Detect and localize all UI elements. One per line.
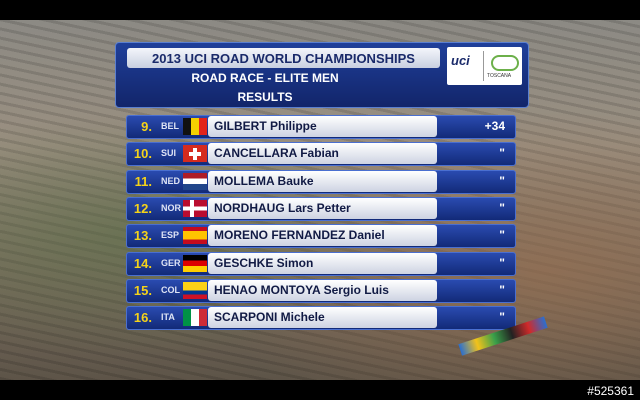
- rider-name: GILBERT Philippe: [208, 116, 437, 137]
- rider-name: HENAO MONTOYA Sergio Luis: [208, 279, 437, 301]
- flag: [183, 281, 207, 299]
- logo-divider: [483, 51, 484, 81]
- rider-name: GESCHKE Simon: [208, 252, 437, 274]
- rider-name: MOLLEMA Bauke: [208, 170, 437, 192]
- watermark: #525361: [587, 384, 634, 398]
- rank: 14.: [133, 255, 152, 271]
- rider-name: NORDHAUG Lars Petter: [208, 197, 437, 219]
- rank: 11.: [134, 173, 152, 189]
- logo-subtext: TOSCANA: [487, 73, 512, 79]
- country-code: SUI: [161, 148, 177, 159]
- time-gap: ": [499, 255, 505, 270]
- country-code: NOR: [161, 202, 181, 213]
- rank: 12.: [133, 200, 152, 216]
- race-name: ROAD RACE - ELITE MEN: [191, 71, 339, 85]
- time-gap: ": [499, 146, 505, 161]
- logo-bike: [491, 55, 519, 71]
- time-gap: ": [499, 310, 505, 325]
- time-gap: ": [499, 282, 505, 297]
- country-code: COL: [161, 284, 180, 295]
- flag: [183, 145, 207, 163]
- rank: 13.: [133, 228, 152, 244]
- flag: [183, 118, 207, 135]
- country-code: GER: [161, 257, 181, 268]
- rank: 9.: [141, 119, 152, 134]
- time-gap: +34: [484, 119, 505, 133]
- time-gap: ": [499, 200, 505, 215]
- time-gap: ": [499, 173, 505, 188]
- rank: 10.: [133, 146, 152, 162]
- flag: [183, 254, 207, 272]
- flag: [183, 199, 207, 217]
- country-code: ITA: [161, 312, 175, 323]
- country-code: NED: [161, 175, 181, 186]
- time-gap: ": [499, 228, 505, 243]
- flag: [183, 309, 207, 327]
- logo: uci TOSCANA: [447, 47, 522, 85]
- rank: 15.: [133, 282, 152, 298]
- header-title: 2013 UCI ROAD WORLD CHAMPIONSHIPS: [127, 48, 440, 68]
- rider-name: SCARPONI Michele: [208, 307, 437, 329]
- flag: [183, 172, 207, 190]
- logo-text: uci: [451, 53, 470, 68]
- rank: 16.: [133, 310, 152, 326]
- country-code: BEL: [161, 121, 179, 131]
- section-label: RESULTS: [237, 90, 293, 104]
- rider-name: MORENO FERNANDEZ Daniel: [208, 225, 437, 247]
- rider-name: CANCELLARA Fabian: [208, 143, 437, 165]
- flag: [183, 227, 207, 245]
- country-code: ESP: [161, 230, 180, 241]
